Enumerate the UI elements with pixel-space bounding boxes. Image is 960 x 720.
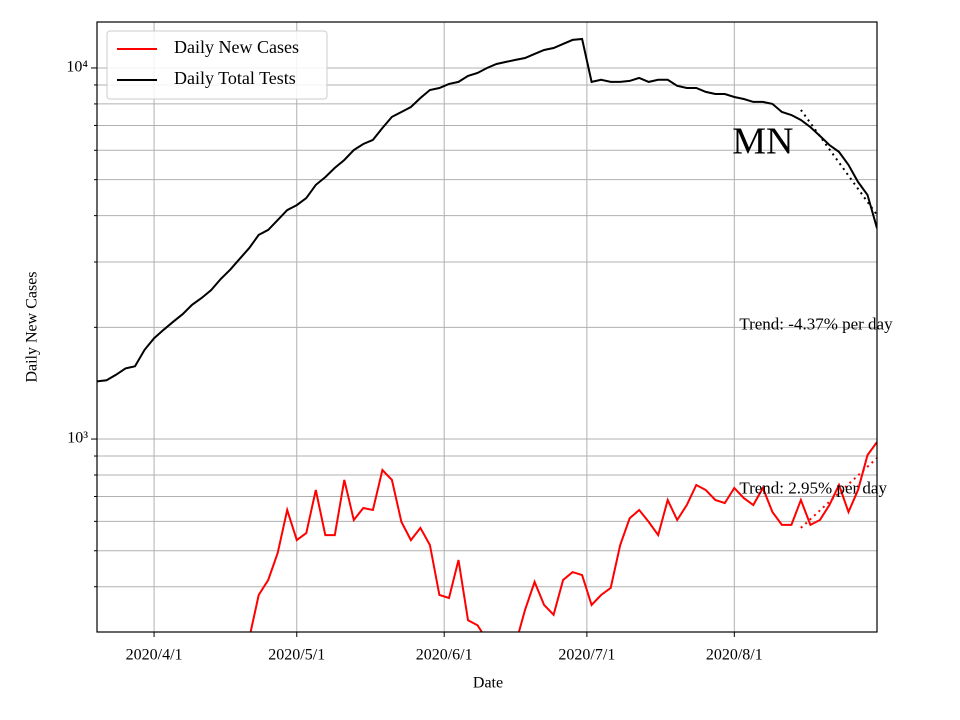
trend-line bbox=[800, 109, 877, 216]
annotation: MN bbox=[732, 121, 793, 163]
x-tick-label: 2020/6/1 bbox=[416, 647, 473, 664]
y-tick-label: 10⁴ bbox=[66, 59, 88, 76]
x-tick-label: 2020/7/1 bbox=[558, 647, 615, 664]
y-axis-label: Daily New Cases bbox=[24, 271, 41, 382]
data-line bbox=[97, 37, 877, 383]
annotation: Trend: 2.95% per day bbox=[739, 479, 887, 498]
data-line bbox=[249, 441, 877, 632]
annotation: Trend: -4.37% per day bbox=[739, 315, 893, 334]
data-layer bbox=[97, 37, 877, 632]
x-axis-label: Date bbox=[473, 675, 503, 692]
legend: Daily New Cases Daily Total Tests bbox=[106, 30, 328, 100]
tick-layer: 2020/4/1 2020/5/1 2020/6/1 2020/7/1 2020/8/1… bbox=[66, 59, 762, 664]
legend-box bbox=[106, 30, 328, 100]
x-tick-label: 2020/4/1 bbox=[126, 647, 183, 664]
x-tick-label: 2020/5/1 bbox=[268, 647, 325, 664]
y-tick-label: 10³ bbox=[67, 430, 88, 447]
grid-layer bbox=[97, 22, 877, 632]
legend-label: Daily New Cases bbox=[174, 37, 299, 57]
x-tick-label: 2020/8/1 bbox=[706, 647, 763, 664]
legend-label: Daily Total Tests bbox=[174, 68, 296, 88]
